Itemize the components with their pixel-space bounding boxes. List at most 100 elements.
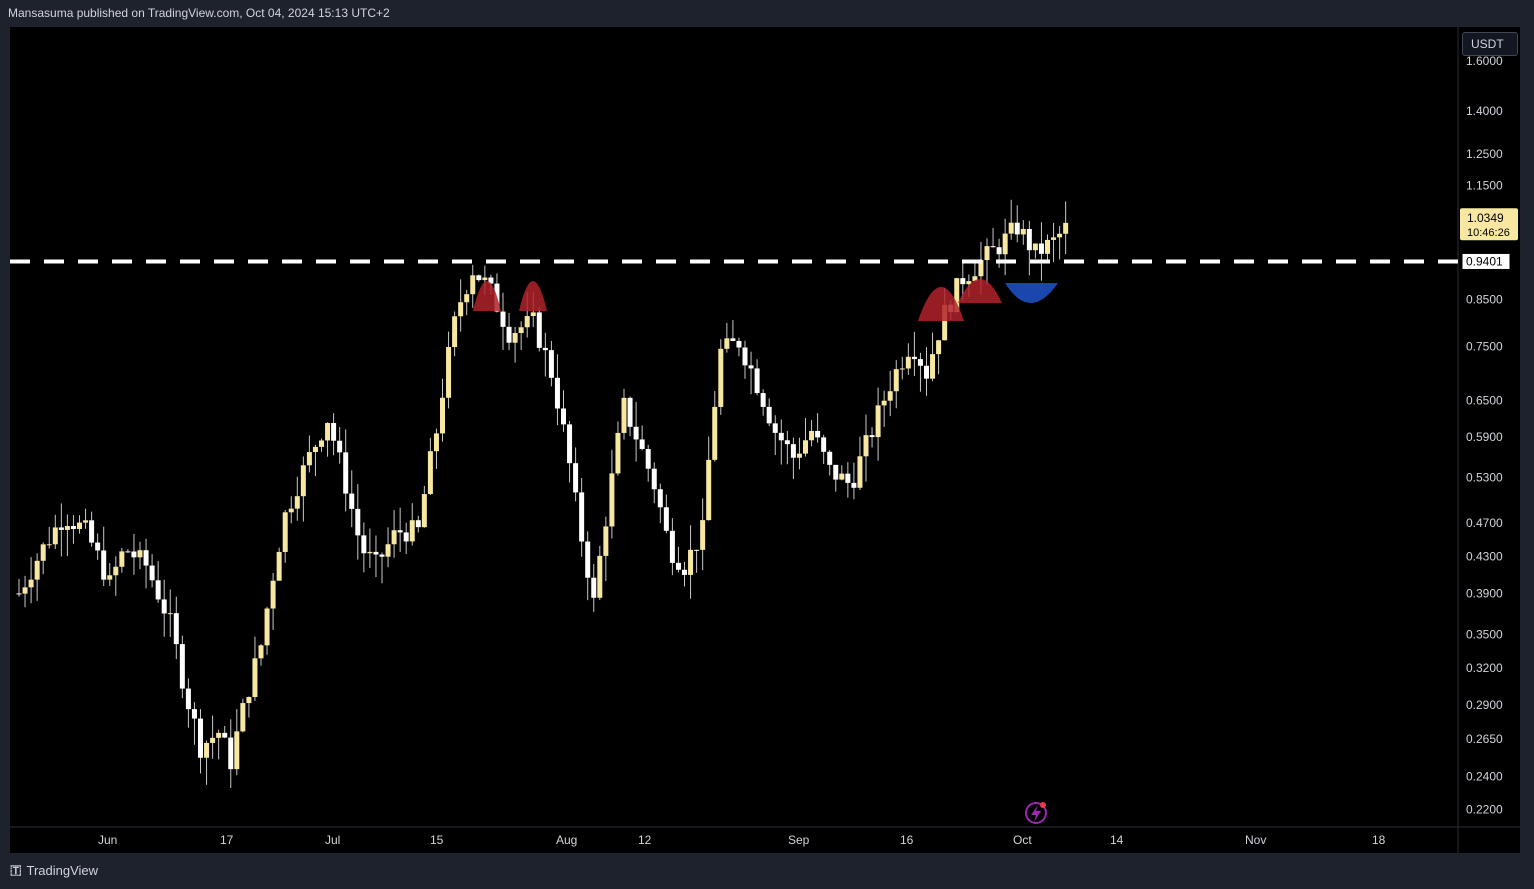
candle-body: [337, 440, 343, 453]
candle-body: [742, 347, 748, 366]
candle-body: [905, 356, 911, 369]
candle-body: [772, 423, 778, 433]
candle-body: [603, 526, 609, 556]
candle-body: [875, 405, 881, 438]
candle-body: [621, 397, 627, 433]
price-chart[interactable]: 1.6000 1.4000 1.2500 1.1500 0.8500 0.7500 0.65…: [10, 27, 1520, 853]
currency-selector-button[interactable]: USDT: [1462, 32, 1518, 56]
time-tick-label: 17: [220, 833, 234, 847]
candle-body: [415, 520, 421, 528]
candle-body: [851, 482, 857, 488]
last-price-label: 1.0349: [1467, 211, 1504, 225]
candle-body: [663, 507, 669, 531]
candle-body: [179, 644, 185, 689]
price-tick-label: 1.2500: [1466, 147, 1503, 161]
candle-body: [306, 452, 312, 466]
candle-body: [325, 422, 331, 441]
candle-body: [403, 532, 409, 542]
candle-body: [70, 526, 76, 529]
candle-body: [936, 340, 942, 355]
candle-body: [234, 731, 240, 770]
candle-body: [990, 246, 996, 248]
chart-header-title: Mansasuma published on TradingView.com, …: [8, 6, 390, 20]
event-flash-bolt-icon: [1031, 805, 1041, 822]
candle-body: [706, 459, 712, 521]
candle-body: [821, 437, 827, 452]
bottom-marker: [1005, 283, 1058, 303]
candle-body: [1014, 222, 1020, 235]
price-tick-label: 0.5900: [1466, 430, 1503, 444]
candle-body: [542, 347, 548, 351]
candle-body: [113, 566, 119, 576]
candle-body: [89, 520, 95, 543]
top-marker: [519, 281, 547, 311]
footer-brand-label: TradingView: [26, 862, 99, 878]
candle-body: [857, 456, 863, 488]
candle-body: [40, 544, 46, 561]
candle-body: [712, 406, 718, 460]
candle-body: [536, 312, 542, 348]
candle-body: [246, 697, 252, 704]
candle-body: [754, 368, 760, 394]
price-tick-label: 0.2900: [1466, 698, 1503, 712]
price-tick-label: 0.3200: [1466, 661, 1503, 675]
price-tick-label: 0.3900: [1466, 586, 1503, 600]
candle-body: [294, 496, 300, 509]
candle-body: [748, 365, 754, 369]
candle-body: [312, 446, 318, 453]
candle-body: [863, 435, 869, 457]
candle-body: [996, 247, 1002, 255]
candle-body: [270, 580, 276, 609]
candle-body: [276, 551, 282, 581]
candle-body: [131, 551, 137, 558]
chart-area[interactable]: 1.6000 1.4000 1.2500 1.1500 0.8500 0.7500 0.65…: [10, 27, 1520, 853]
candle-body: [730, 338, 736, 341]
candle-body: [651, 468, 657, 490]
candle-body: [924, 365, 929, 379]
candle-body: [161, 599, 167, 614]
candle-body: [579, 492, 585, 542]
candle-body: [476, 275, 482, 281]
candle-body: [373, 551, 379, 555]
candle-body: [1045, 239, 1050, 254]
price-tick-label: 1.1500: [1466, 178, 1503, 192]
event-badge-dot: [1040, 802, 1046, 808]
candle-body: [760, 393, 766, 407]
candle-body: [210, 737, 216, 743]
candle-body: [240, 703, 246, 732]
candle-body: [724, 338, 730, 349]
candle-body: [1057, 233, 1063, 238]
candle-body: [518, 327, 524, 334]
candle-body: [899, 368, 905, 370]
candle-body: [107, 575, 113, 580]
top-marker: [958, 279, 1002, 303]
price-tick-label: 0.3500: [1466, 627, 1503, 641]
candle-body: [718, 348, 724, 407]
candle-body: [1026, 228, 1032, 251]
candle-body: [282, 512, 288, 552]
candle-body: [639, 439, 645, 449]
candle-body: [409, 520, 415, 542]
candle-body: [433, 433, 439, 452]
candle-body: [1002, 233, 1008, 255]
candle-body: [252, 658, 258, 698]
top-marker: [918, 287, 964, 321]
candle-body: [591, 577, 597, 598]
candle-body: [167, 613, 173, 615]
candle-body: [839, 473, 845, 480]
candle-body: [482, 277, 488, 281]
candle-body: [397, 530, 403, 533]
candle-body: [609, 473, 615, 527]
candle-body: [597, 555, 603, 598]
candle-body: [331, 422, 337, 441]
candle-body: [119, 551, 125, 567]
candle-body: [1038, 243, 1044, 254]
candle-body: [833, 464, 839, 480]
candle-body: [585, 541, 591, 578]
candle-body: [216, 732, 222, 738]
candle-body: [300, 465, 306, 497]
candle-body: [155, 580, 161, 600]
candle-body: [972, 276, 978, 282]
candle-body: [675, 562, 681, 570]
candle-body: [204, 742, 210, 758]
